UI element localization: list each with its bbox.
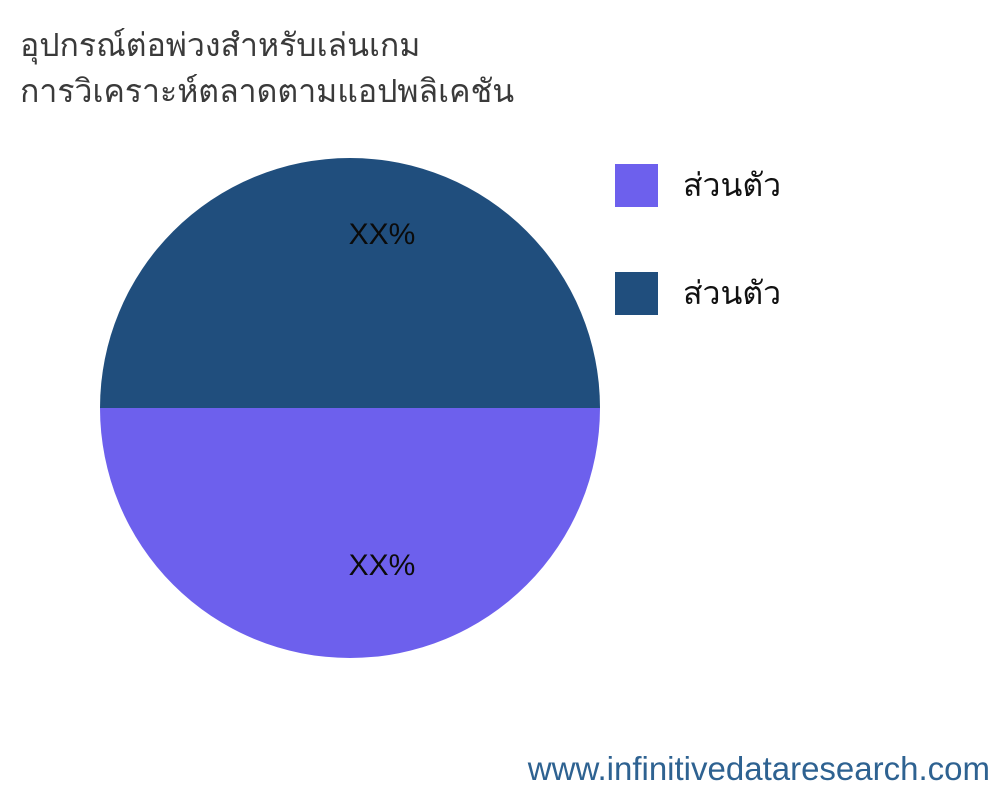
- chart-title: อุปกรณ์ต่อพ่วงสำหรับเล่นเกม การวิเคราะห์…: [20, 22, 514, 114]
- legend-swatch: [615, 272, 658, 315]
- pie: [100, 158, 600, 658]
- legend: ส่วนตัว ส่วนตัว: [615, 160, 781, 319]
- chart-title-line1: อุปกรณ์ต่อพ่วงสำหรับเล่นเกม: [20, 27, 421, 63]
- legend-label: ส่วนตัว: [683, 167, 782, 203]
- footer-website: www.infinitivedataresearch.com: [527, 750, 990, 787]
- legend-swatch: [615, 164, 658, 207]
- pie-chart: XX% XX%: [100, 158, 600, 658]
- slice-label-top: XX%: [348, 218, 416, 251]
- legend-item: ส่วนตัว: [615, 268, 781, 319]
- slice-label-bottom: XX%: [348, 549, 416, 582]
- legend-label: ส่วนตัว: [683, 275, 782, 311]
- legend-item: ส่วนตัว: [615, 160, 781, 211]
- chart-title-line2: การวิเคราะห์ตลาดตามแอปพลิเคชัน: [20, 73, 515, 109]
